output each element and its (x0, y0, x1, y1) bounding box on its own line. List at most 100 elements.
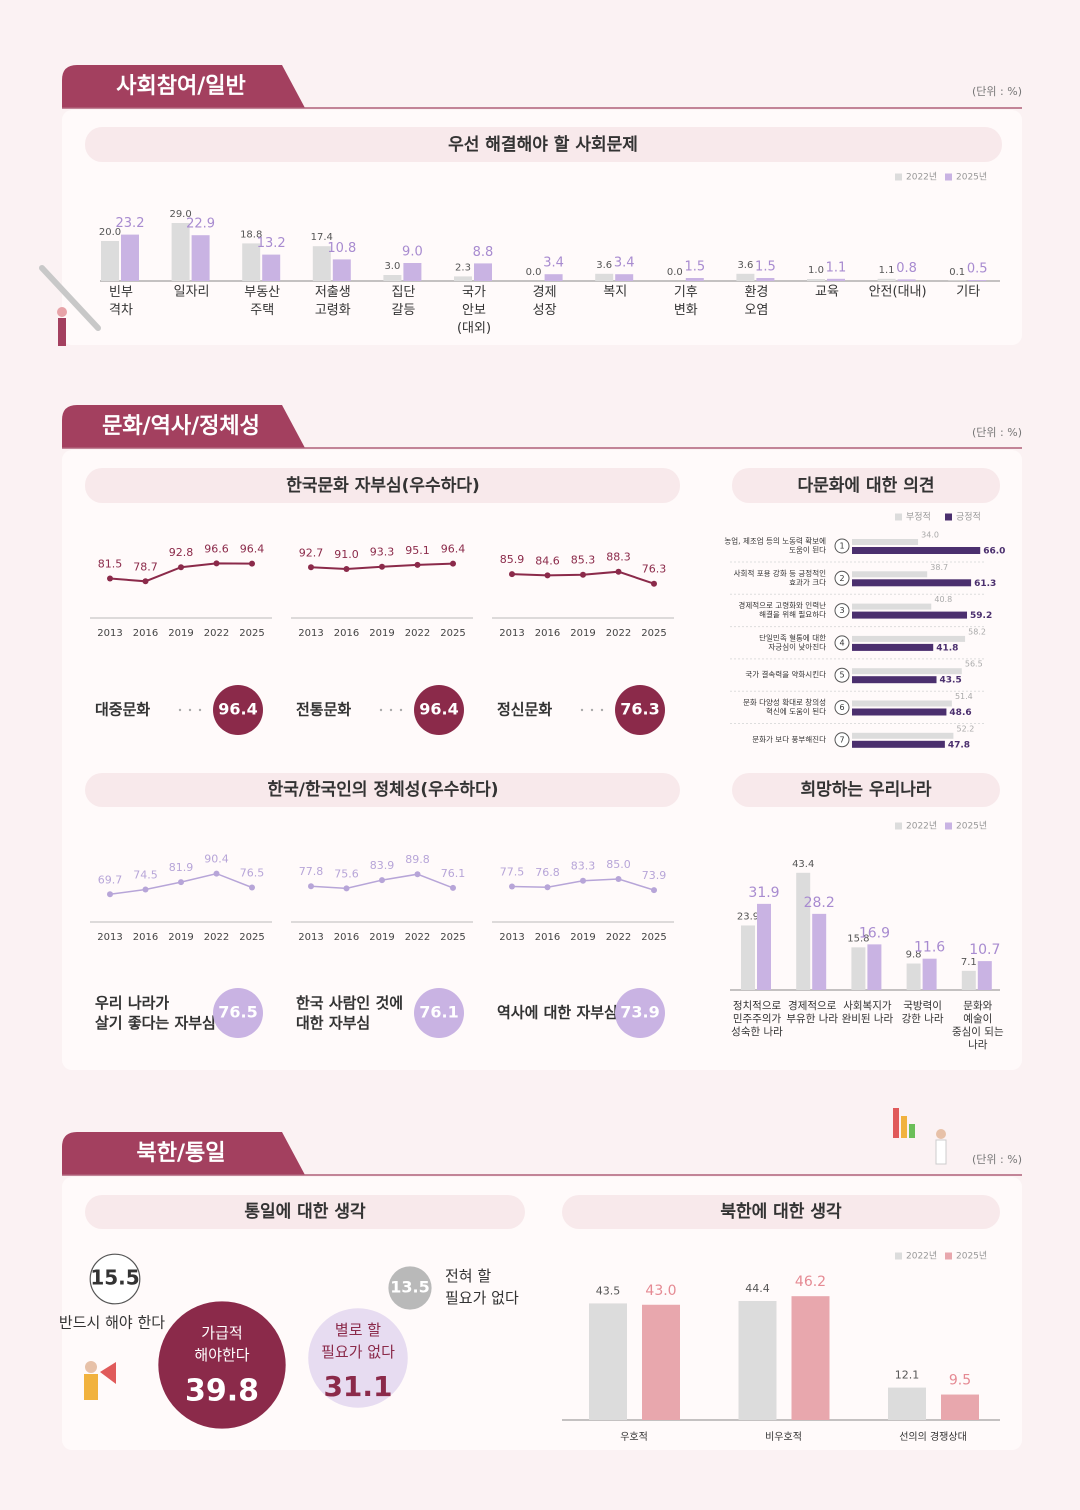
value-label: 40.8 (934, 595, 952, 604)
value-label: 9.8 (906, 950, 922, 961)
category-label: 국가 결속력을 약화시킨다 (745, 669, 826, 679)
value-label: 43.5 (940, 676, 962, 686)
value-label: 3.4 (614, 256, 635, 271)
series-name: 우리 나라가 살기 좋다는 자부심 (95, 994, 216, 1032)
legend-swatch (945, 173, 952, 181)
value-label: 44.4 (745, 1282, 770, 1295)
bar (757, 903, 771, 990)
value-label: 2.3 (455, 262, 471, 273)
x-tick-label: 기타 (956, 285, 980, 300)
x-tick-label: 경제 성장 (533, 285, 557, 318)
x-tick-label: 2022 (405, 932, 430, 943)
value-label: 28.2 (804, 895, 835, 911)
bar (922, 958, 937, 990)
bar (796, 872, 811, 990)
value-label: 43.0 (645, 1283, 676, 1299)
x-tick-label: 정치적으로 민주주의가 성숙한 나라 (731, 1000, 783, 1038)
bubble-label: 반드시 해야 한다 (59, 1314, 165, 1332)
unit-label: (단위 : %) (972, 426, 1022, 439)
category-label: 농업, 제조업 등의 노동력 확보에 도움이 된다 (724, 536, 826, 555)
point (178, 564, 184, 571)
value-label: 76.3 (642, 563, 667, 576)
bar (852, 700, 952, 707)
value-label: 0.1 (949, 267, 965, 278)
x-tick-label: 교육 (815, 285, 839, 300)
x-tick-label: 기후 변화 (674, 285, 698, 318)
value-label: 29.0 (169, 209, 191, 220)
value-label: 31.9 (748, 885, 779, 901)
card (62, 450, 1022, 1070)
point (379, 563, 385, 570)
bar (615, 274, 634, 281)
x-tick-label: 복지 (603, 285, 627, 300)
value-label: 75.6 (334, 867, 359, 880)
x-tick-label: 안전(대내) (869, 285, 927, 300)
value-label: 11.6 (914, 940, 945, 956)
chart-title: 북한에 대한 생각 (720, 1202, 842, 1222)
value-label: 0.0 (667, 267, 683, 278)
bar (852, 547, 981, 554)
value-label: 7.1 (961, 957, 977, 968)
category-label: 문화가 보다 풍부해진다 (752, 734, 826, 744)
highlight-circle (213, 988, 263, 1038)
value-label: 73.9 (642, 869, 667, 882)
x-tick-label: 2016 (535, 932, 560, 943)
value-label: 85.3 (571, 554, 596, 567)
point (379, 877, 385, 884)
x-tick-label: 2013 (97, 932, 122, 943)
dot-leader (600, 708, 604, 712)
value-label: 69.7 (98, 873, 123, 886)
x-tick-label: 사회복지가 완비된 나라 (842, 1000, 894, 1025)
value-label: 1.5 (684, 260, 705, 275)
series-name: 대중문화 (95, 701, 150, 719)
bar (852, 668, 962, 675)
value-label: 13.2 (257, 236, 286, 251)
point (308, 564, 314, 571)
highlight-value: 96.4 (218, 700, 257, 719)
value-label: 3.0 (384, 261, 400, 272)
x-tick-label: 2019 (369, 932, 394, 943)
bar (101, 241, 119, 281)
bar (888, 1387, 926, 1420)
value-label: 10.8 (327, 241, 356, 256)
series-name: 전통문화 (296, 701, 351, 719)
bar (877, 278, 896, 281)
bubble-value: 15.5 (90, 1266, 139, 1290)
x-tick-label: 2013 (499, 628, 524, 639)
category-label: 사회적 포용 강화 등 긍정적인 효과가 크다 (734, 568, 826, 587)
legend-label: 긍정적 (956, 511, 981, 523)
x-tick-label: 국방력이 강한 나라 (902, 1000, 944, 1025)
chart-title: 우선 해결해야 할 사회문제 (448, 135, 638, 155)
value-label: 91.0 (334, 548, 359, 561)
value-label: 9.0 (402, 245, 423, 260)
x-tick-label: 2025 (239, 932, 264, 943)
bar (474, 263, 492, 281)
bar (941, 1394, 979, 1420)
point (615, 876, 622, 882)
card (62, 1177, 1022, 1450)
section-tab (62, 405, 305, 448)
value-label: 12.1 (895, 1369, 920, 1382)
legend-label: 부정적 (906, 511, 931, 523)
x-tick-label: 2019 (168, 628, 193, 639)
value-label: 0.8 (896, 261, 917, 276)
item-number: 7 (839, 735, 844, 744)
x-tick-label: 집단 갈등 (391, 285, 415, 318)
bubble (158, 1301, 286, 1429)
x-tick-label: 2025 (641, 932, 666, 943)
series-name: 한국 사람인 것에 대한 자부심 (296, 994, 403, 1032)
x-tick-label: 일자리 (174, 285, 210, 300)
bar (852, 708, 947, 716)
value-label: 88.3 (606, 551, 631, 564)
value-label: 76.5 (240, 867, 265, 880)
item-badge (834, 732, 850, 748)
value-label: 3.6 (737, 260, 753, 271)
dot-leader (198, 708, 202, 712)
chart-title: 한국/한국인의 정체성(우수하다) (268, 780, 499, 800)
bar (852, 635, 966, 642)
dot-leader (399, 708, 403, 712)
x-tick-label: 비우호적 (765, 1431, 802, 1443)
title-pill (732, 773, 1000, 807)
item-badge (834, 603, 850, 619)
value-label: 1.1 (826, 260, 847, 275)
